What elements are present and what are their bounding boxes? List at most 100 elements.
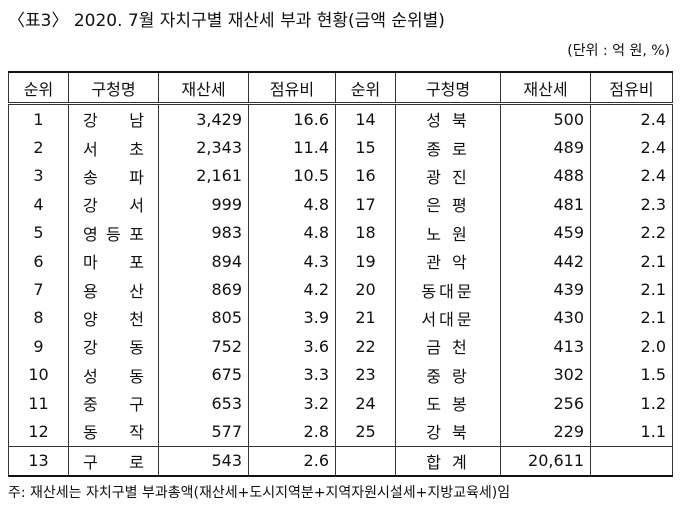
- share-cell: 3.9: [248, 303, 336, 333]
- rank-cell: 10: [8, 360, 69, 389]
- rank-cell: 1: [8, 103, 69, 134]
- tax-cell: 256: [500, 388, 591, 418]
- tax-cell: 983: [158, 218, 249, 247]
- tax-cell: 439: [500, 275, 591, 304]
- share-cell: 2.1: [590, 303, 673, 333]
- district-cell: 서대문: [395, 303, 501, 333]
- header-cell: 점유비: [248, 71, 336, 105]
- share-cell: 4.8: [248, 218, 336, 247]
- rank-cell: 17: [335, 190, 396, 219]
- tax-cell: 577: [158, 417, 249, 447]
- share-cell: 2.4: [590, 133, 673, 162]
- rank-cell: 3: [8, 161, 69, 191]
- table-row: 10 성 동 675 3.3 23 중 랑 302 1.5: [8, 360, 673, 389]
- rank-cell: 20: [335, 275, 396, 304]
- share-cell: 1.5: [590, 360, 673, 389]
- rank-cell: 25: [335, 417, 396, 447]
- rank-cell: 2: [8, 133, 69, 162]
- table-row: 11 중 구 653 3.2 24 도 봉 256 1.2: [8, 388, 673, 418]
- tax-cell: 3,429: [158, 103, 249, 134]
- district-cell: 서 초: [68, 133, 159, 162]
- tax-cell: 500: [500, 103, 591, 134]
- tax-cell: 442: [500, 246, 591, 276]
- share-cell: 10.5: [248, 161, 336, 191]
- share-cell: 4.2: [248, 275, 336, 304]
- tax-cell: 752: [158, 332, 249, 361]
- tax-cell: 459: [500, 218, 591, 247]
- header-cell: 재산세: [158, 71, 249, 105]
- district-cell: 송 파: [68, 161, 159, 191]
- rank-cell: 6: [8, 246, 69, 276]
- tax-cell: 999: [158, 190, 249, 219]
- district-cell: 성 북: [395, 103, 501, 134]
- district-cell: 성 동: [68, 360, 159, 389]
- share-cell: 1.2: [590, 388, 673, 418]
- share-cell: 2.1: [590, 275, 673, 304]
- tax-cell: 543: [158, 445, 249, 478]
- tax-cell: 653: [158, 388, 249, 418]
- district-cell: 동대문: [395, 275, 501, 304]
- share-cell: 3.6: [248, 332, 336, 361]
- rank-cell: 21: [335, 303, 396, 333]
- district-cell: 은 평: [395, 190, 501, 219]
- table-row: 13 구 로 543 2.6 합 계 20,611: [8, 445, 673, 478]
- rank-cell: 11: [8, 388, 69, 418]
- rank-cell: 14: [335, 103, 396, 134]
- tax-cell: 675: [158, 360, 249, 389]
- share-cell: 11.4: [248, 133, 336, 162]
- share-cell: 2.4: [590, 161, 673, 191]
- share-cell: 3.2: [248, 388, 336, 418]
- tax-cell: 413: [500, 332, 591, 361]
- total-label: 합 계: [395, 445, 501, 478]
- rank-cell: 15: [335, 133, 396, 162]
- district-cell: 양 천: [68, 303, 159, 333]
- share-cell: 2.3: [590, 190, 673, 219]
- rank-cell: 24: [335, 388, 396, 418]
- rank-cell: 5: [8, 218, 69, 247]
- district-cell: 노 원: [395, 218, 501, 247]
- share-cell: 3.3: [248, 360, 336, 389]
- share-cell: 2.1: [590, 246, 673, 276]
- district-cell: 중 구: [68, 388, 159, 418]
- tax-cell: 302: [500, 360, 591, 389]
- district-cell: 도 봉: [395, 388, 501, 418]
- tax-cell: 894: [158, 246, 249, 276]
- header-cell: 재산세: [500, 71, 591, 105]
- total-value: 20,611: [500, 445, 591, 478]
- header-row: 순위 구청명 재산세 점유비 순위 구청명 재산세 점유비: [8, 71, 673, 105]
- rank-cell: 8: [8, 303, 69, 333]
- tax-cell: 229: [500, 417, 591, 447]
- district-cell: 강 남: [68, 103, 159, 134]
- title: 〈표3〉 2020. 7월 자치구별 재산세 부과 현황(금액 순위별): [8, 11, 445, 31]
- tax-cell: 481: [500, 190, 591, 219]
- empty-cell: [335, 445, 396, 478]
- district-cell: 광 진: [395, 161, 501, 191]
- rank-cell: 18: [335, 218, 396, 247]
- unit-note: (단위 : 억 원, %): [567, 43, 670, 59]
- tax-cell: 488: [500, 161, 591, 191]
- header-cell: 점유비: [590, 71, 673, 105]
- district-cell: 강 서: [68, 190, 159, 219]
- share-cell: 16.6: [248, 103, 336, 134]
- share-cell: 2.4: [590, 103, 673, 134]
- rank-cell: 12: [8, 417, 69, 447]
- rank-cell: 16: [335, 161, 396, 191]
- district-cell: 마 포: [68, 246, 159, 276]
- district-cell: 중 랑: [395, 360, 501, 389]
- rank-cell: 13: [8, 445, 69, 478]
- rank-cell: 9: [8, 332, 69, 361]
- rank-cell: 7: [8, 275, 69, 304]
- header-cell: 순위: [8, 71, 69, 105]
- district-cell: 강 북: [395, 417, 501, 447]
- tax-cell: 489: [500, 133, 591, 162]
- header-cell: 구청명: [395, 71, 501, 105]
- tax-cell: 430: [500, 303, 591, 333]
- district-cell: 관 악: [395, 246, 501, 276]
